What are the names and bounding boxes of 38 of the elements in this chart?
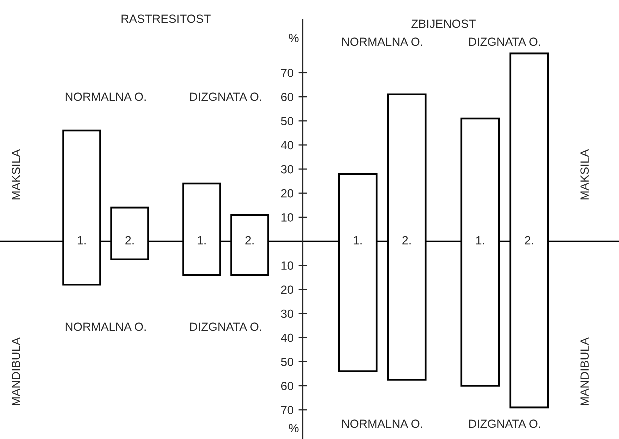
y-tick-label: 20 xyxy=(281,286,294,294)
y-tick-label: 60 xyxy=(281,382,294,390)
category-label: 1. xyxy=(198,236,206,245)
text: MANDIBULA xyxy=(580,338,590,406)
category-label: 2. xyxy=(525,236,534,245)
y-tick-label: 10 xyxy=(282,262,294,270)
category-label: 1. xyxy=(476,236,484,245)
annotation: DIZGNATA O. xyxy=(469,38,540,46)
category-label: 2. xyxy=(246,236,254,245)
annotation: NORMALNA O. xyxy=(66,92,146,102)
chart-title: RASTRESITOST xyxy=(122,14,211,24)
y-tick-label: 10 xyxy=(282,213,294,222)
chart-title: ZBIJENOST xyxy=(412,20,476,28)
annotation: MAKSILA xyxy=(12,149,20,200)
annotation: NORMALNA O. xyxy=(342,38,422,46)
y-tick-label: 30 xyxy=(281,310,294,318)
y-tick-label: 30 xyxy=(281,165,294,174)
y-tick-label: 20 xyxy=(281,189,294,198)
text: MAKSILA xyxy=(580,149,590,200)
annotation: NORMALNA O. xyxy=(342,420,422,428)
y-tick-label: 70 xyxy=(281,69,294,78)
text: % xyxy=(289,424,299,432)
y-axis-title: % xyxy=(289,34,299,42)
annotation: DIZGNATA O. xyxy=(190,322,262,332)
annotation: DIZGNATA O. xyxy=(469,420,540,428)
y-tick-label: 60 xyxy=(281,93,294,102)
annotation: MANDIBULA xyxy=(12,338,20,406)
category-label: 1. xyxy=(78,236,86,245)
y-tick-label: 50 xyxy=(281,117,294,126)
category-label: 2. xyxy=(402,236,411,245)
category-label: 2. xyxy=(126,236,134,245)
category-label: 1. xyxy=(354,236,362,245)
annotation: DIZGNATA O. xyxy=(190,92,262,102)
y-tick-label: 40 xyxy=(281,334,294,342)
y-tick-label: 40 xyxy=(281,141,294,150)
annotation: NORMALNA O. xyxy=(66,322,146,332)
y-tick-label: 70 xyxy=(281,406,294,414)
y-tick-label: 50 xyxy=(281,358,294,366)
